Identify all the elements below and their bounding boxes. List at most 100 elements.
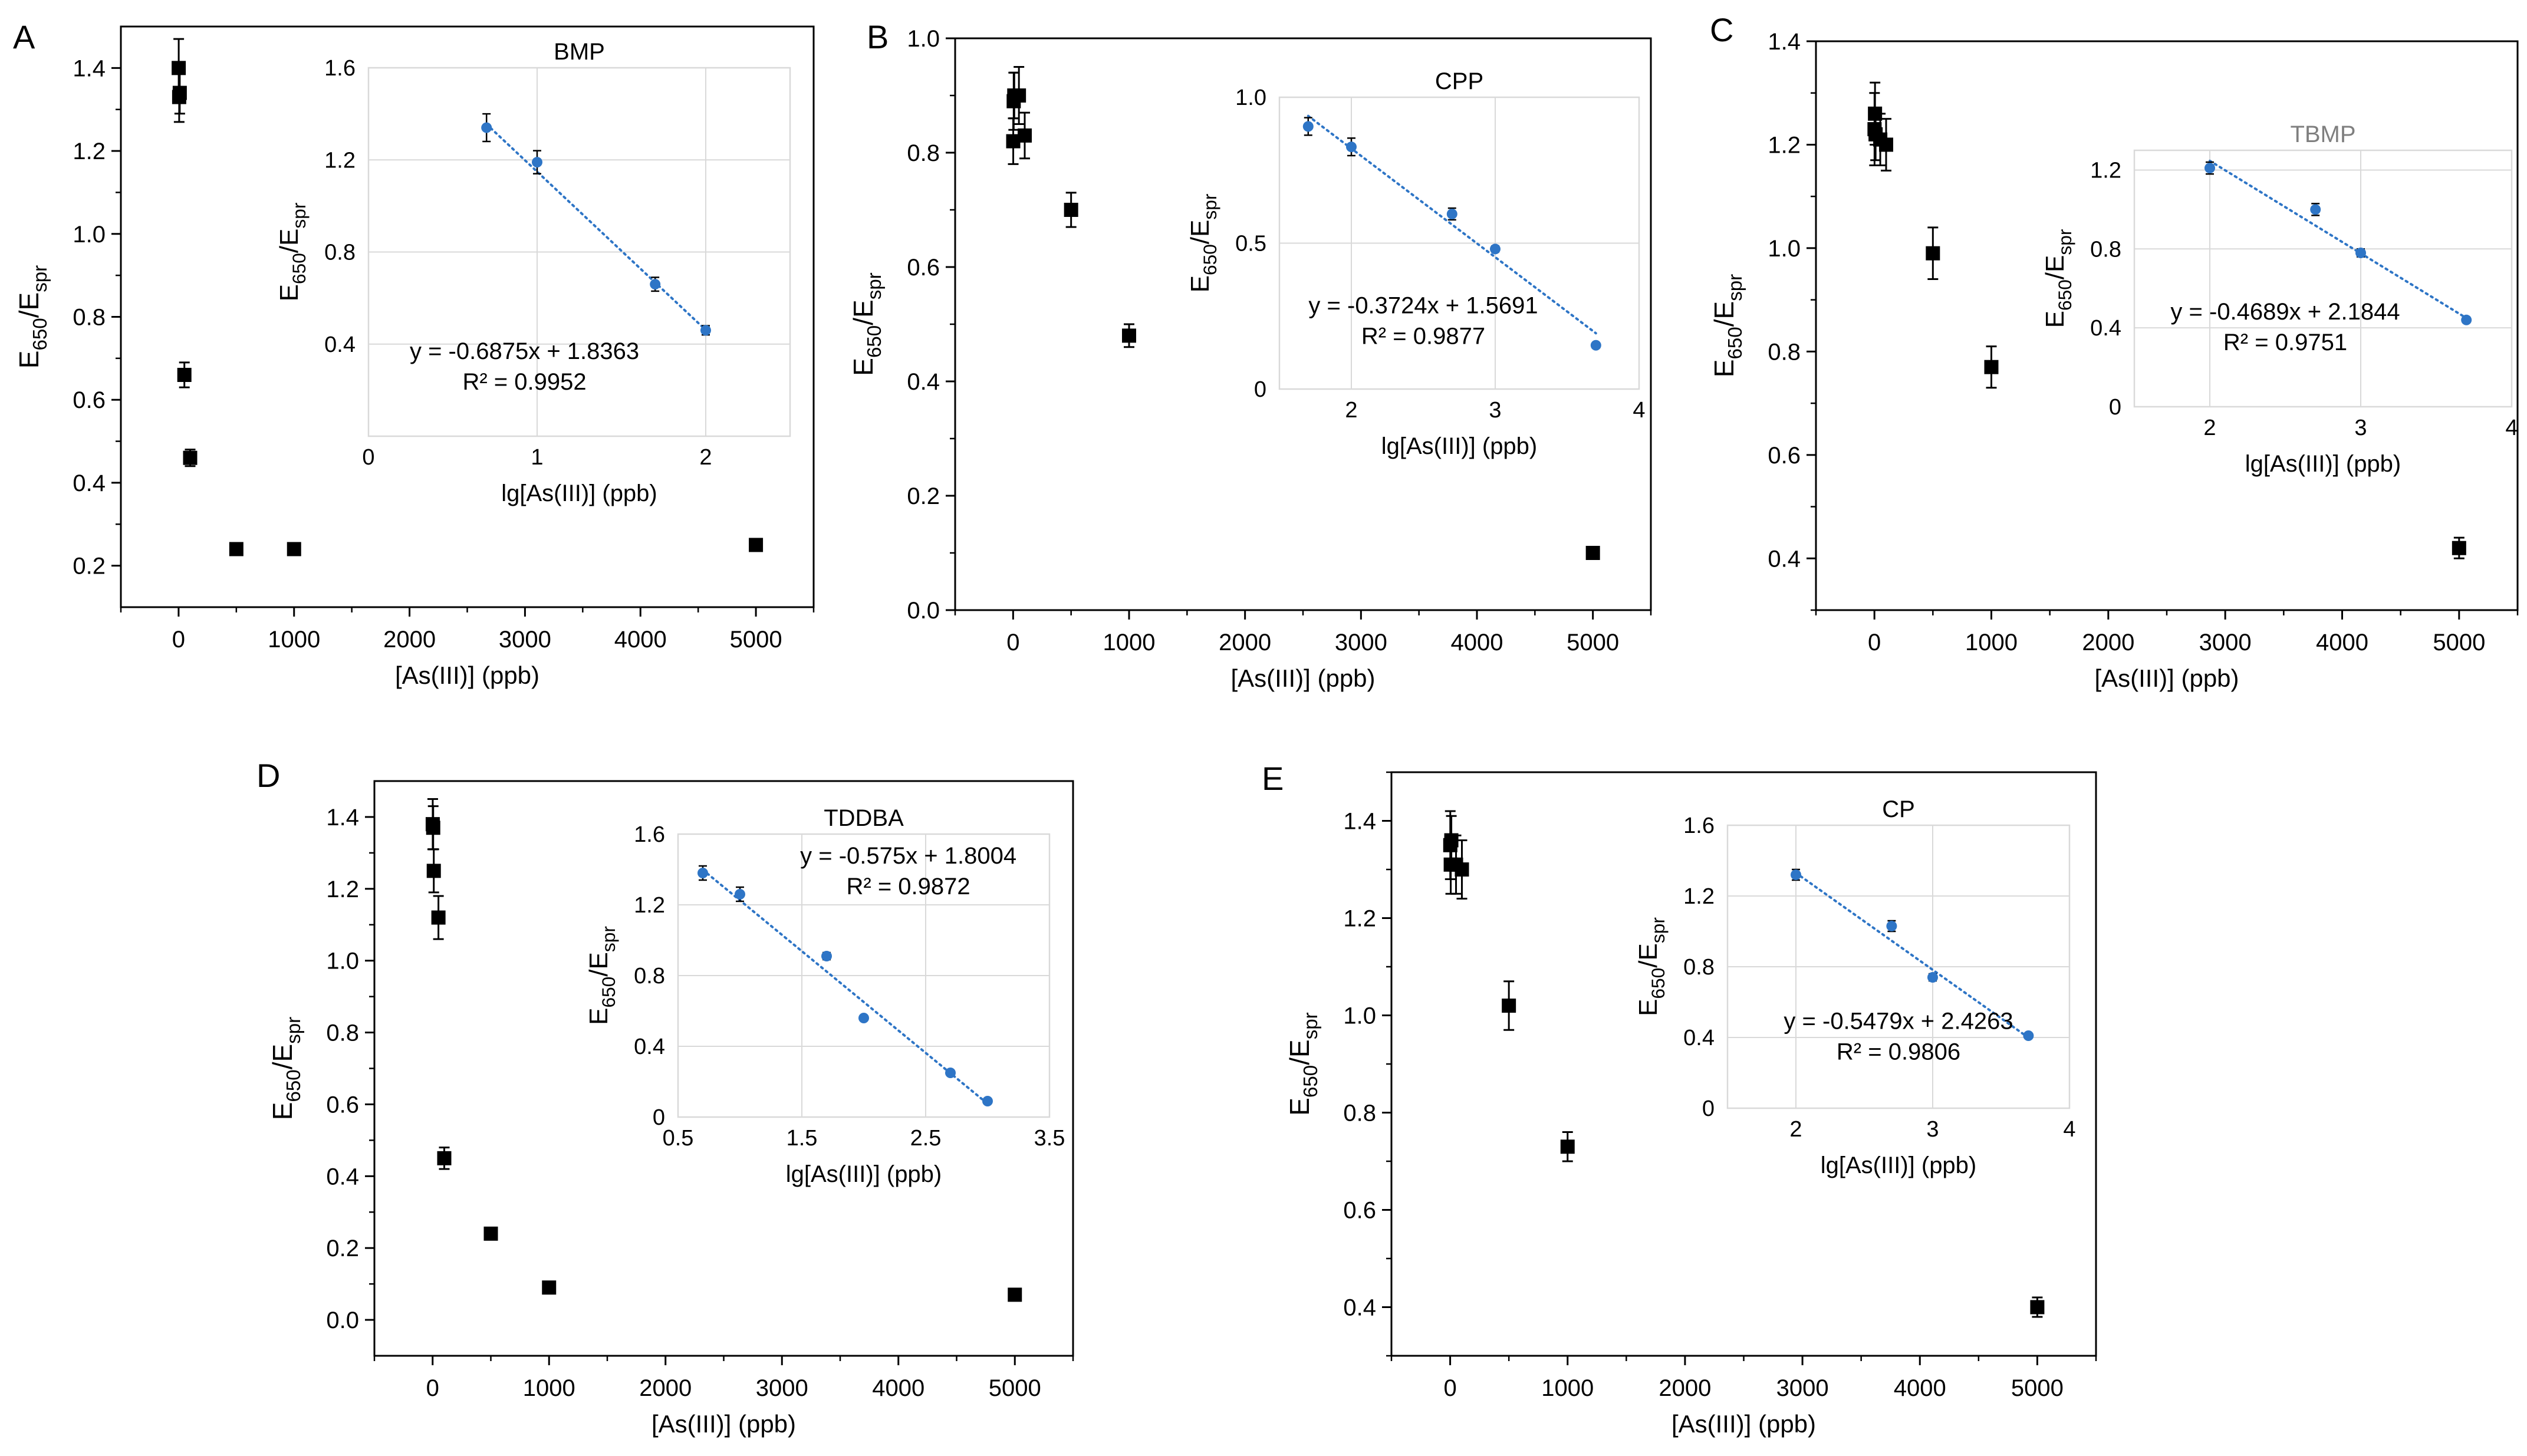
data-point bbox=[1879, 137, 1893, 152]
inset-x-axis-label: lg[As(III)] (ppb) bbox=[786, 1161, 942, 1187]
panel-letter: E bbox=[1262, 760, 1284, 797]
y-tick-label: 1.4 bbox=[1343, 809, 1376, 835]
data-point bbox=[426, 864, 441, 878]
x-tick-label: 2000 bbox=[1219, 630, 1271, 655]
inset-x-tick-label: 2 bbox=[1345, 398, 1357, 423]
inset-x-tick-label: 2.5 bbox=[910, 1126, 942, 1151]
x-tick-label: 3000 bbox=[756, 1375, 808, 1401]
fit-line bbox=[1307, 114, 1597, 335]
inset-title: CPP bbox=[1435, 68, 1483, 94]
x-tick-label: 2000 bbox=[2082, 630, 2134, 655]
y-tick-label: 0.6 bbox=[1343, 1198, 1376, 1224]
data-point bbox=[1008, 1287, 1022, 1302]
y-tick-label: 1.4 bbox=[73, 55, 106, 81]
ylabel-part: /E bbox=[848, 299, 878, 325]
inset-data-point bbox=[735, 889, 745, 900]
y-tick-label: 1.0 bbox=[326, 948, 359, 974]
y-tick-label: 1.4 bbox=[326, 805, 359, 831]
fit-line bbox=[2209, 159, 2468, 319]
inset-frame bbox=[1278, 96, 1640, 390]
inset-x-tick-label: 2 bbox=[1789, 1117, 1802, 1142]
y-tick-label: 0.4 bbox=[326, 1164, 359, 1190]
x-tick-label: 1000 bbox=[1965, 630, 2018, 655]
ylabel-part: /E bbox=[1634, 943, 1663, 968]
x-tick-label: 0 bbox=[172, 627, 185, 653]
ylabel-part: E bbox=[848, 358, 878, 376]
inset-title: BMP bbox=[554, 39, 605, 65]
inset-chart: 0.5 1.5 2.5 3.5 0 0.4 0.8 1.2 1.6 lg[As(III)] (pp… bbox=[584, 805, 1065, 1187]
ylabel-part: E bbox=[2041, 311, 2069, 328]
data-point bbox=[229, 542, 244, 556]
fit-equation: y = -0.575x + 1.8004 bbox=[800, 843, 1016, 869]
inset-y-tick-label: 1.0 bbox=[1235, 85, 1266, 110]
inset-y-tick-label: 1.2 bbox=[634, 893, 665, 918]
x-tick-label: 3000 bbox=[1335, 630, 1387, 655]
y-tick-label: 0.2 bbox=[326, 1236, 359, 1261]
ylabel-part: /E bbox=[275, 229, 304, 253]
fit-equation: y = -0.3724x + 1.5691 bbox=[1308, 292, 1538, 318]
ylabel-part: /E bbox=[584, 952, 613, 977]
inset-data-point bbox=[1446, 209, 1457, 219]
y-tick-label: 1.0 bbox=[73, 222, 106, 248]
y-tick-label: 0.0 bbox=[907, 598, 940, 624]
y-tick-label: 0.4 bbox=[1768, 546, 1801, 572]
data-point bbox=[172, 85, 187, 100]
ylabel-part: /E bbox=[1186, 220, 1215, 245]
inset-x-axis-label: lg[As(III)] (ppb) bbox=[1381, 433, 1538, 459]
x-tick-label: 4000 bbox=[1894, 1375, 1946, 1401]
inset-y-tick-label: 0.4 bbox=[324, 332, 356, 357]
inset-y-tick-label: 0.4 bbox=[634, 1035, 665, 1059]
inset-x-axis-label: lg[As(III)] (ppb) bbox=[501, 480, 657, 506]
panel-c: C 0 1000 2000 3000 4000 5000 0.4 0.6 0.8 1.0 1.2 1.4… bbox=[1709, 11, 2519, 692]
x-tick-label: 4000 bbox=[872, 1375, 924, 1401]
inset-x-tick-label: 3 bbox=[1926, 1117, 1939, 1142]
x-tick-label: 5000 bbox=[730, 627, 782, 653]
x-tick-label: 2000 bbox=[383, 627, 436, 653]
inset-y-axis-label: E650/Espr bbox=[2041, 229, 2075, 328]
plot-frame bbox=[954, 37, 1652, 611]
ylabel-part: /E bbox=[2041, 255, 2069, 280]
inset-data-point bbox=[2310, 204, 2321, 215]
ylabel-part: spr bbox=[1300, 1012, 1322, 1039]
x-tick-label: 5000 bbox=[2011, 1375, 2064, 1401]
panel-e: E 0 1000 2000 3000 4000 5000 0.4 0.6 0.8 1.0 1.2 1.4… bbox=[1262, 760, 2097, 1438]
y-axis-label: E650/Espr bbox=[848, 272, 886, 375]
ylabel-part: spr bbox=[29, 265, 51, 292]
inset-data-point bbox=[1302, 121, 1314, 132]
inset-y-tick-label: 1.6 bbox=[634, 822, 665, 847]
fit-r-squared: R² = 0.9751 bbox=[2223, 330, 2347, 355]
ylabel-part: 650 bbox=[2054, 279, 2075, 311]
plot-frame bbox=[1390, 771, 2097, 1357]
y-tick-label: 1.2 bbox=[326, 877, 359, 902]
ylabel-part: 650 bbox=[288, 253, 310, 284]
inset-y-tick-label: 0.5 bbox=[1235, 232, 1266, 256]
fit-line bbox=[1795, 871, 2030, 1039]
ylabel-part: 650 bbox=[1647, 968, 1669, 999]
inset-y-tick-label: 1.2 bbox=[2090, 158, 2121, 183]
x-tick-label: 3000 bbox=[2199, 630, 2252, 655]
data-point bbox=[483, 1226, 498, 1241]
data-point bbox=[1064, 203, 1078, 217]
inset-data-point bbox=[1927, 972, 1938, 983]
panel-d: D 0 1000 2000 3000 4000 5000 0.0 0.2 0.4 0.6 0.8 1.0… bbox=[256, 757, 1074, 1438]
inset-x-tick-label: 4 bbox=[2505, 416, 2518, 440]
panel-letter: B bbox=[867, 18, 889, 55]
data-point bbox=[437, 1151, 452, 1165]
inset-chart: 0 1 2 0.4 0.8 1.2 1.6 lg[As(III)] (ppb) E650/Esp… bbox=[275, 39, 791, 506]
x-axis-label: [As(III)] (ppb) bbox=[1230, 664, 1375, 692]
inset-x-tick-label: 0.5 bbox=[663, 1126, 694, 1151]
panel-a: A 0 1000 2000 3000 4000 5000 0.2 0.4 0.6 0.8 1.0 1.2… bbox=[13, 18, 815, 689]
ylabel-part: spr bbox=[283, 1017, 305, 1044]
ylabel-part: spr bbox=[1725, 274, 1746, 301]
inset-y-tick-label: 0 bbox=[1702, 1096, 1715, 1121]
data-point bbox=[1984, 360, 1999, 374]
inset-data-point bbox=[1886, 921, 1897, 931]
fit-equation: y = -0.5479x + 2.4263 bbox=[1784, 1009, 2013, 1035]
inset-title: CP bbox=[1882, 796, 1915, 822]
inset-y-tick-label: 0.8 bbox=[2090, 237, 2121, 262]
inset-x-tick-label: 3.5 bbox=[1034, 1126, 1065, 1151]
ylabel-part: spr bbox=[598, 926, 619, 952]
inset-frame bbox=[1726, 824, 2071, 1109]
x-tick-label: 2000 bbox=[639, 1375, 692, 1401]
